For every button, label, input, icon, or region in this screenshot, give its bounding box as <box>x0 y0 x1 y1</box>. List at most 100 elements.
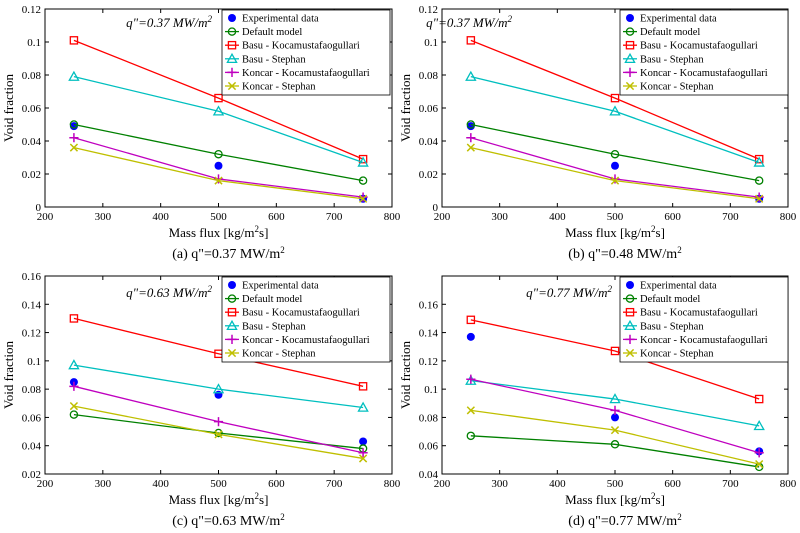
legend-label: Experimental data <box>640 14 717 25</box>
legend-marker <box>625 334 635 344</box>
heat-flux-annotation-sup: 2 <box>208 14 213 24</box>
y-tick-label: 0.1 <box>424 384 438 396</box>
data-point <box>69 120 79 129</box>
y-axis-label: Void fraction <box>1 341 16 409</box>
y-tick-label: 0.14 <box>419 328 439 340</box>
x-tick-label: 800 <box>384 478 401 490</box>
legend-label: Experimental data <box>640 281 717 292</box>
x-tick-label: 800 <box>780 478 797 490</box>
legend-marker <box>227 67 237 77</box>
panel-caption-sup: 2 <box>280 512 285 522</box>
data-point <box>610 174 620 184</box>
legend: Experimental data Default model Basu - Koc… <box>619 276 789 363</box>
series-line <box>73 39 364 160</box>
series-5 <box>466 143 764 203</box>
data-point <box>69 133 79 143</box>
heat-flux-annotation-sup: 2 <box>508 14 513 24</box>
data-point <box>358 192 368 202</box>
data-point <box>68 70 80 81</box>
legend-marker <box>226 319 238 331</box>
y-tick-label: 0.12 <box>419 4 438 16</box>
data-point <box>754 192 764 202</box>
legend-label: Experimental data <box>242 281 319 292</box>
y-tick-label: 0.06 <box>419 103 439 115</box>
y-tick-label: 0.02 <box>22 169 41 181</box>
x-tick-label: 200 <box>434 211 451 223</box>
legend-label: Koncar - Kocamustafaogullari <box>640 335 768 346</box>
data-point <box>611 413 619 422</box>
legend-label: Koncar - Stephan <box>242 82 316 93</box>
legend-marker <box>625 81 635 91</box>
panel-caption-main: (b) q"=0.48 MW/m <box>568 247 677 262</box>
x-axis-label-end: s] <box>656 225 665 240</box>
x-tick-label: 700 <box>326 211 343 223</box>
x-axis-label-end: s] <box>259 492 268 507</box>
legend: Experimental data Default model Basu - Koc… <box>619 9 789 96</box>
data-point <box>754 154 764 164</box>
x-tick-label: 500 <box>210 478 227 490</box>
y-tick-label: 0.12 <box>419 356 438 368</box>
legend-marker <box>625 348 635 358</box>
series-line <box>470 380 760 427</box>
legend-marker <box>624 319 636 331</box>
series-1 <box>466 120 764 185</box>
x-tick-label: 400 <box>549 211 566 223</box>
y-tick-label: 0 <box>36 202 42 214</box>
y-tick-label: 0.06 <box>419 441 439 453</box>
data-point <box>358 448 368 458</box>
data-point <box>466 133 476 143</box>
y-tick-label: 0.02 <box>419 169 438 181</box>
data-point <box>358 454 368 463</box>
x-tick-label: 500 <box>210 211 227 223</box>
legend-label: Experimental data <box>242 14 319 25</box>
data-point <box>214 428 223 438</box>
legend-label: Basu - Stephan <box>242 321 306 332</box>
y-tick-label: 0.06 <box>22 412 42 424</box>
legend-label: Basu - Stephan <box>242 54 306 65</box>
legend-marker <box>227 40 237 50</box>
data-point <box>212 105 225 116</box>
heat-flux-annotation-main: q"=0.63 MW/m <box>126 285 207 300</box>
data-point <box>610 405 620 415</box>
data-point <box>68 359 80 370</box>
legend-marker <box>625 307 635 317</box>
heat-flux-annotation: q"=0.37 MW/m2 <box>126 14 212 30</box>
data-point <box>466 431 476 441</box>
legend-label: Koncar - Stephan <box>242 349 316 360</box>
x-axis-label-sup: 2 <box>255 224 260 234</box>
series-line <box>73 364 364 409</box>
legend-label: Basu - Kocamustafaogullari <box>640 41 758 52</box>
series-line <box>73 317 364 387</box>
heat-flux-annotation-main: q"=0.37 MW/m <box>126 15 207 30</box>
x-tick-label: 600 <box>268 478 285 490</box>
x-tick-label: 600 <box>664 211 681 223</box>
x-tick-label: 300 <box>491 478 508 490</box>
chart-panel-c: 200 300 400 500 600 700 800 0.02 0.04 0.06 0.08 0.1… <box>1 271 401 529</box>
data-point <box>754 448 764 458</box>
y-tick-label: 0.04 <box>419 136 439 148</box>
y-tick-label: 0.02 <box>22 469 41 481</box>
data-point <box>212 383 225 394</box>
y-tick-label: 0.16 <box>419 299 439 311</box>
series-5 <box>466 406 764 469</box>
data-point <box>466 315 476 325</box>
y-tick-label: 0.08 <box>22 384 42 396</box>
x-axis-label: Mass flux [kg/m2s] <box>169 491 269 507</box>
data-point <box>610 346 620 356</box>
legend-box <box>221 276 391 363</box>
data-point <box>610 426 620 435</box>
data-point <box>69 381 79 391</box>
x-tick-label: 400 <box>152 478 169 490</box>
x-tick-label: 500 <box>607 478 624 490</box>
x-axis-label: Mass flux [kg/m2s] <box>565 224 665 240</box>
data-point <box>755 194 764 203</box>
series-line <box>73 123 364 182</box>
panel-caption: (b) q"=0.48 MW/m2 <box>568 245 681 262</box>
legend-marker <box>625 294 635 303</box>
series-line <box>470 123 760 182</box>
x-axis-label-main: Mass flux [kg/m <box>565 225 651 240</box>
x-axis-label: Mass flux [kg/m2s] <box>565 491 665 507</box>
data-point <box>610 93 620 103</box>
data-point <box>754 176 764 185</box>
data-point <box>466 36 476 45</box>
